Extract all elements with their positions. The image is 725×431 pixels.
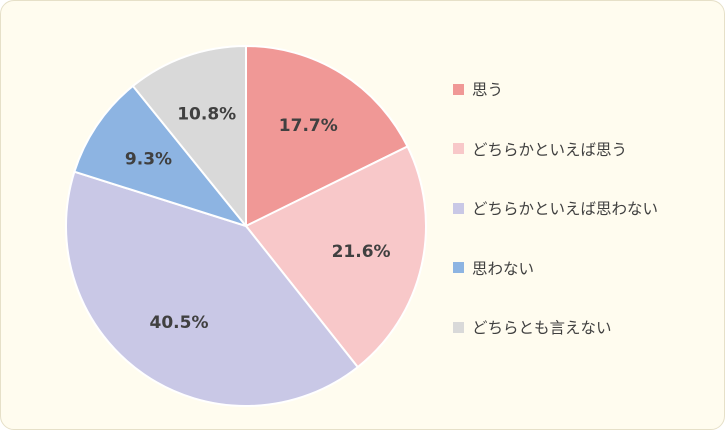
pie-slice-4 — [131, 44, 247, 229]
legend-label-4: どちらとも言えない — [472, 319, 612, 337]
legend-item-4: どちらとも言えない — [453, 317, 723, 337]
pie-slice-3 — [73, 84, 249, 228]
pie-data-label-1: 21.6% — [332, 242, 391, 262]
pie-data-labels: 17.7% 21.6% 40.5% 9.3% 10.8% — [125, 105, 391, 333]
legend-swatch-3 — [453, 262, 464, 273]
pie-slice-0 — [245, 44, 409, 228]
pie-data-label-0: 17.7% — [279, 116, 338, 136]
legend-item-0: 思う — [453, 79, 723, 99]
legend-label-3: 思わない — [472, 259, 535, 278]
legend-item-3: 思わない — [453, 258, 723, 278]
chart-legend: 思うどちらかといえば思うどちらかといえば思わない 思わないどちらとも言えない — [453, 79, 723, 377]
legend-swatch-0 — [453, 83, 464, 95]
pie-data-label-3: 9.3% — [125, 150, 172, 170]
pie-data-label-4: 10.8% — [177, 105, 236, 125]
legend-label-0: 思う — [472, 81, 504, 99]
legend-label-1: どちらかといえば思う — [472, 140, 628, 159]
legend-swatch-4 — [453, 321, 464, 333]
legend-item-1: どちらかといえば思う — [453, 139, 723, 159]
pie-data-label-2: 40.5% — [150, 313, 209, 333]
pie-slices — [64, 44, 427, 408]
pie-slice-2 — [64, 170, 360, 408]
pie-slice-1 — [244, 145, 427, 369]
legend-swatch-1 — [453, 143, 464, 154]
legend-label-2: どちらかといえば思わない — [472, 200, 659, 218]
legend-item-2: どちらかといえば思わない — [453, 198, 723, 218]
legend-swatch-2 — [453, 202, 464, 214]
